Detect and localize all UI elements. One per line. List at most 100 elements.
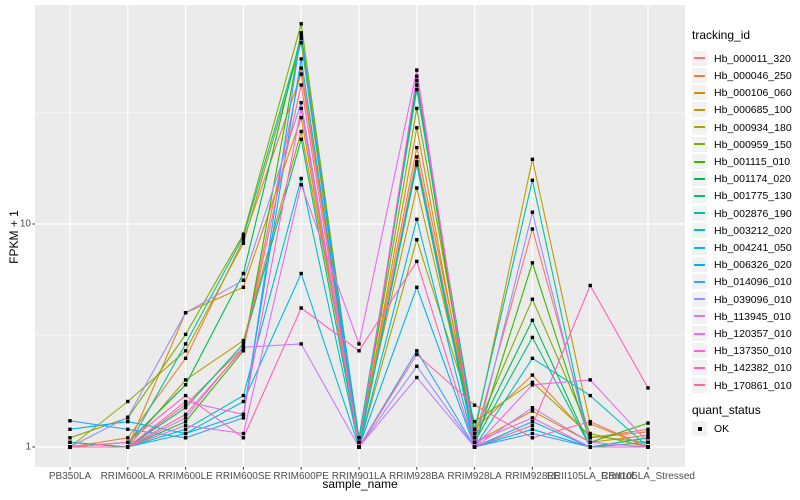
- series-color-line-icon: [694, 332, 705, 335]
- data-point: [299, 66, 303, 70]
- data-point: [299, 31, 303, 35]
- series-color-line-icon: [694, 263, 705, 266]
- data-point: [183, 419, 188, 424]
- data-point: [68, 440, 72, 444]
- data-point: [415, 285, 419, 289]
- series-color-line-icon: [694, 280, 705, 283]
- series-color-line-icon: [694, 160, 705, 163]
- data-point: [588, 393, 592, 398]
- data-point: [241, 234, 246, 239]
- data-point: [415, 352, 419, 357]
- data-point: [183, 349, 188, 353]
- data-point: [241, 342, 246, 346]
- legend-entry-label: Hb_004241_050: [714, 242, 792, 254]
- data-point: [357, 440, 361, 444]
- legend-entry-label: Hb_142382_010: [714, 362, 792, 375]
- legend-key-swatch: [692, 291, 707, 307]
- data-point: [415, 74, 419, 78]
- legend-entry: Hb_000106_060: [690, 85, 800, 101]
- series-color-line-icon: [694, 366, 705, 369]
- data-point: [415, 145, 419, 150]
- legend-entry-ok: OK: [690, 421, 800, 436]
- data-point: [241, 338, 246, 343]
- legend-entry: Hb_000046_250: [690, 68, 800, 83]
- legend-entry-label: Hb_003212_020: [714, 224, 792, 237]
- data-point: [126, 427, 130, 431]
- data-point: [357, 445, 361, 449]
- data-point: [530, 227, 535, 231]
- data-point: [183, 311, 188, 315]
- data-point: [183, 427, 188, 431]
- x-tick-label: RRIM600LE: [158, 471, 213, 482]
- data-point: [183, 378, 188, 382]
- data-point: [299, 83, 303, 87]
- legend-key-swatch: [692, 119, 707, 135]
- legend-key-swatch: [692, 171, 707, 187]
- x-tick-label: RRIM600LA: [100, 471, 156, 482]
- data-point: [472, 403, 477, 407]
- data-point: [299, 306, 303, 310]
- data-point: [415, 163, 419, 167]
- data-point: [588, 445, 592, 449]
- legend-entry-label: Hb_001115_010: [714, 156, 791, 168]
- series-color-line-icon: [694, 108, 705, 111]
- legend-entry-label: Hb_170861_010: [714, 379, 792, 392]
- data-point: [588, 431, 592, 436]
- data-point: [530, 210, 535, 214]
- y-tick-label: 1: [25, 441, 31, 453]
- data-point: [299, 36, 303, 41]
- data-point: [415, 126, 419, 130]
- data-point: [530, 409, 535, 413]
- series-color-line-icon: [694, 143, 705, 146]
- legend-key-swatch: [692, 102, 707, 118]
- data-point: [472, 431, 477, 436]
- series-color-line-icon: [694, 384, 705, 387]
- data-point: [183, 436, 188, 440]
- data-point: [646, 427, 650, 431]
- data-point: [183, 406, 188, 410]
- series-color-line-icon: [694, 349, 705, 352]
- data-point: [241, 399, 246, 404]
- data-point: [241, 238, 246, 242]
- data-point: [299, 137, 303, 141]
- data-point: [183, 356, 188, 360]
- data-point: [646, 436, 650, 440]
- legend-entry-label: Hb_000046_250: [714, 70, 792, 82]
- data-point: [415, 88, 419, 92]
- data-point: [241, 349, 246, 353]
- series-color-line-icon: [694, 246, 705, 249]
- legend-entry-label: Hb_120357_010: [714, 328, 792, 340]
- data-point: [646, 430, 650, 434]
- series-color-line-icon: [694, 212, 705, 215]
- data-point: [646, 445, 650, 449]
- data-point: [415, 155, 419, 159]
- data-point: [183, 431, 188, 436]
- data-point: [415, 83, 419, 87]
- data-point: [472, 440, 477, 444]
- legend-key-swatch: [692, 326, 707, 341]
- legend-entry-label: Hb_002876_190: [714, 207, 792, 220]
- series-color-line-icon: [694, 91, 705, 94]
- data-point: [588, 434, 592, 438]
- legend-title-tracking-id: tracking_id: [692, 28, 751, 42]
- data-point: [183, 416, 188, 420]
- data-point: [415, 78, 419, 83]
- data-point: [415, 68, 419, 72]
- data-point: [415, 349, 419, 353]
- data-point: [299, 342, 303, 346]
- data-point: [299, 106, 303, 111]
- data-point: [183, 402, 188, 407]
- y-axis-tick-labels: 1 10: [0, 0, 31, 500]
- legend-entry: Hb_002876_190: [690, 205, 800, 221]
- data-point: [530, 419, 535, 424]
- data-point: [299, 271, 303, 276]
- data-point: [588, 436, 592, 440]
- x-tick-label: PB350LA: [48, 471, 92, 482]
- y-axis-title: FPKM + 1: [7, 210, 21, 264]
- legend-entry-label: Hb_000685_100: [714, 104, 792, 117]
- legend-entry: Hb_001775_130: [690, 188, 800, 204]
- data-point: [183, 393, 188, 398]
- data-point: [241, 285, 246, 289]
